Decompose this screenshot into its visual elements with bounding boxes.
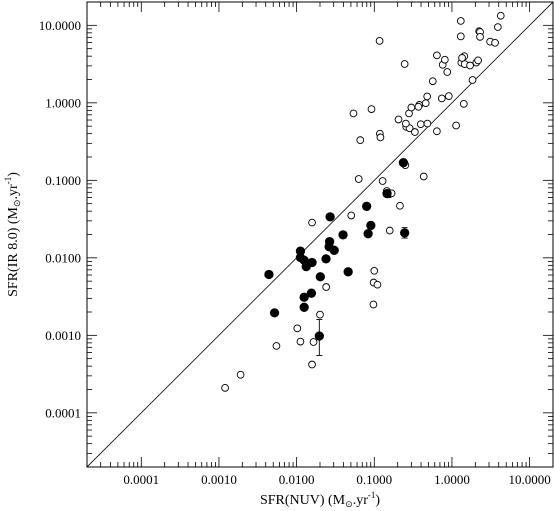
open-data-point (296, 337, 305, 346)
one-to-one-line (87, 2, 553, 467)
x-tick-label: 0.0100 (279, 472, 315, 487)
open-data-point (459, 100, 468, 108)
open-data-point (433, 51, 441, 60)
open-data-point (396, 201, 404, 210)
open-data-point (308, 218, 316, 227)
filled-data-point (382, 188, 392, 199)
open-data-point (440, 55, 449, 64)
open-data-point (437, 94, 446, 103)
filled-data-point (299, 302, 309, 312)
y-tick-label: 1.0000 (45, 95, 81, 110)
open-data-point (402, 119, 410, 128)
open-data-point (375, 37, 384, 45)
filled-data-point (398, 158, 409, 168)
open-data-point (349, 109, 358, 118)
open-data-point (494, 23, 502, 31)
open-data-point (414, 102, 423, 111)
open-data-point (444, 92, 453, 100)
filled-data-point (399, 228, 410, 238)
open-data-point (385, 226, 394, 235)
open-data-point (367, 105, 376, 113)
open-data-point (272, 342, 281, 350)
open-data-point (496, 11, 505, 20)
x-axis-label: SFR(NUV) (M⊙.yr-1) (260, 490, 380, 509)
filled-data-point (362, 201, 372, 211)
y-tick-label: 10.0000 (39, 18, 81, 33)
open-data-point (456, 32, 465, 41)
open-data-point (452, 121, 460, 130)
open-data-point (423, 119, 432, 128)
y-tick-label: 0.0010 (45, 328, 81, 343)
filled-data-point (269, 308, 280, 318)
open-data-point (378, 177, 387, 185)
open-data-point (411, 128, 419, 136)
open-data-point (466, 61, 474, 70)
open-data-point (456, 17, 465, 25)
y-tick-label: 0.0001 (45, 405, 81, 420)
y-axis-label: SFR(IR 8.0) (M⊙.yr-1) (3, 172, 22, 297)
reference-line-group (87, 2, 553, 467)
filled-data-point (325, 212, 335, 222)
open-data-point (468, 76, 477, 84)
filled-data-point (264, 269, 274, 280)
open-data-point (356, 136, 365, 144)
filled-data-point (314, 331, 324, 341)
open-data-point (376, 133, 385, 142)
x-tick-label: 10.0000 (508, 472, 550, 487)
open-data-point (423, 92, 432, 101)
filled-data-point (329, 245, 339, 255)
open-data-point (322, 283, 330, 291)
open-data-point (309, 338, 318, 346)
open-data-point (428, 77, 437, 86)
axis-ticks-group: 0.0001 0.0010 0.0100 0.1000 1.0000 10.0000 0.0… (39, 1, 554, 487)
x-tick-label: 0.1000 (356, 472, 392, 487)
open-data-point (373, 280, 382, 289)
open-data-point (293, 324, 302, 333)
filled-data-point (321, 254, 331, 264)
x-tick-label: 0.0001 (123, 472, 159, 487)
filled-data-point (363, 229, 373, 239)
open-data-point (354, 175, 363, 183)
open-data-point (236, 370, 245, 379)
open-data-point (221, 384, 229, 392)
filled-data-point (343, 267, 353, 277)
open-data-point (308, 360, 316, 369)
open-data-point (400, 60, 409, 68)
open-data-point (491, 38, 499, 47)
filled-data-point (315, 272, 325, 282)
open-data-point (433, 127, 441, 136)
open-data-point (394, 115, 403, 124)
open-data-point (407, 103, 416, 112)
filled-data-point (338, 230, 348, 240)
open-data-point (370, 266, 379, 275)
open-data-point (347, 211, 356, 220)
filled-data-point (366, 220, 376, 231)
open-data-point (416, 120, 425, 129)
y-axis-label-group: SFR(IR 8.0) (M⊙.yr-1) (3, 172, 22, 297)
filled-data-point (306, 288, 317, 298)
open-data-point (476, 33, 484, 41)
filled-data-point (324, 236, 335, 247)
filled-data-point (307, 257, 317, 268)
open-data-point (316, 310, 324, 319)
open-data-point (458, 54, 466, 62)
open-data-point (369, 300, 378, 309)
open-data-point (474, 56, 482, 65)
open-data-point (421, 99, 430, 108)
filled-data-point (299, 292, 309, 302)
x-tick-label: 1.0000 (434, 472, 470, 487)
x-tick-label: 0.0010 (201, 472, 237, 487)
data-points-group (221, 11, 505, 392)
y-tick-label: 0.1000 (45, 173, 81, 188)
y-tick-label: 0.0100 (45, 250, 81, 265)
open-data-point (443, 68, 452, 76)
open-data-point (419, 172, 428, 181)
